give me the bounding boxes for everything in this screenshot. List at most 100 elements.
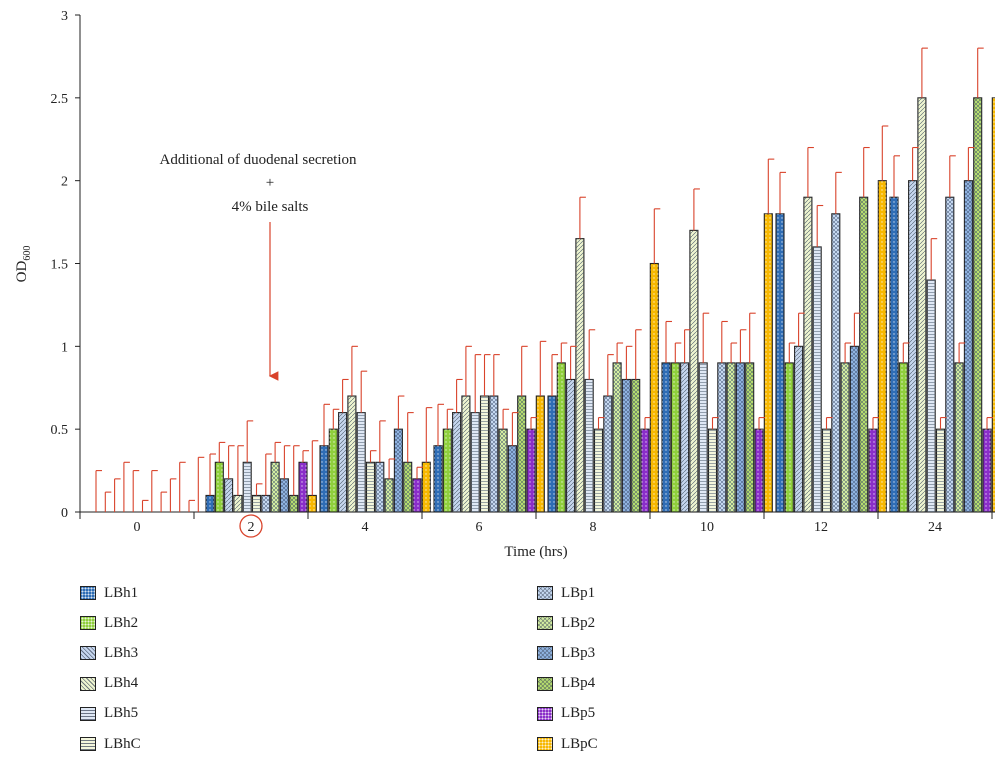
y-tick-label: 0.5: [51, 423, 69, 438]
legend-item-lbp4: LBp4: [537, 675, 595, 693]
bar-pattern-lbpc: [650, 263, 659, 512]
x-tick-label: 10: [700, 520, 714, 535]
legend-item-lbp1: LBp1: [537, 584, 595, 602]
legend-item-lbh3: LBh3: [80, 644, 138, 662]
bar-pattern-lbh3: [566, 379, 575, 512]
bar-pattern-lbp4: [859, 197, 868, 512]
bar-pattern-lbh3: [338, 412, 347, 512]
bar-pattern-lbh3: [452, 412, 461, 512]
bar-pattern-lbp1: [489, 396, 498, 512]
y-axis-title-main: OD: [14, 261, 30, 283]
bar-pattern-lbh3: [908, 180, 917, 512]
bar-pattern-lbp1: [375, 462, 384, 512]
bar-pattern-lbp1: [945, 197, 954, 512]
x-axis-title: Time (hrs): [504, 544, 567, 560]
x-tick-label: 4: [362, 520, 369, 535]
y-axis-title: OD600: [14, 246, 33, 283]
bar-pattern-lbh4: [461, 396, 470, 512]
legend-item-lbh1: LBh1: [80, 584, 138, 602]
bar-pattern-lbh3: [224, 478, 233, 512]
bar-pattern-lbh5: [243, 462, 252, 512]
bar-pattern-lbp2: [385, 478, 394, 512]
highlight-circle: [239, 514, 263, 538]
bar-pattern-lbh4: [347, 396, 356, 512]
bar-pattern-lbh5: [927, 280, 936, 512]
bar-pattern-lbh1: [434, 445, 442, 512]
legend-label: LBp1: [561, 584, 596, 601]
bar-pattern-lbh5: [471, 412, 480, 512]
bar-pattern-lbh1: [890, 197, 898, 512]
bar-pattern-lbp5: [869, 429, 877, 512]
bar-pattern-lbp3: [394, 429, 403, 512]
legend-label: LBp2: [561, 614, 596, 631]
bar-pattern-lbp1: [261, 495, 270, 512]
legend-label: LBh1: [104, 584, 139, 601]
error-bars: [95, 47, 993, 512]
bar-pattern-lbp3: [964, 180, 973, 512]
bar-pattern-lbp1: [831, 213, 840, 513]
x-tick-label: 24: [928, 520, 942, 535]
bar-pattern-lbpc: [878, 180, 887, 512]
legend-label: LBp4: [561, 675, 596, 692]
bar-pattern-lbh4: [233, 495, 242, 512]
annotation: Additional of duodenal secretion + 4% bi…: [159, 152, 357, 381]
bar-pattern-lbp2: [271, 462, 280, 512]
bar-pattern-lbp2: [841, 362, 850, 512]
bar-pattern-lbpc: [308, 495, 317, 512]
annotation-line-2: +: [266, 175, 274, 191]
bar-pattern-lbp3: [736, 362, 745, 512]
annotation-line-1: Additional of duodenal secretion: [159, 152, 357, 168]
bar-pattern-lbh1: [206, 495, 214, 512]
bar-pattern-lbpc: [422, 462, 431, 512]
legend-item-lbh2: LBh2: [80, 614, 138, 632]
legend-swatch: [80, 586, 96, 600]
bar-pattern-lbp1: [603, 396, 612, 512]
bar-pattern-lbh3: [680, 362, 689, 512]
bar-pattern-lbp5: [755, 429, 763, 512]
legend-swatch: [80, 676, 96, 691]
legend-label: LBp5: [561, 705, 596, 722]
bar-pattern-lbp2: [955, 362, 964, 512]
bar-pattern-lbp3: [850, 346, 859, 512]
bar-pattern-lbh5: [357, 412, 366, 512]
bar-pattern-lbhc: [822, 429, 831, 512]
bar-pattern-lbh4: [803, 197, 812, 512]
legend-swatch: [537, 586, 553, 600]
bar-pattern-lbh4: [917, 97, 926, 512]
bar-pattern-lbh2: [329, 429, 338, 512]
legend-swatch: [537, 737, 553, 751]
y-tick-label: 1.5: [51, 258, 69, 273]
y-ticks: 0 0.5 1 1.5 2 2.5 3: [51, 9, 80, 521]
bar-pattern-lbpc: [764, 213, 773, 513]
legend-swatch: [80, 737, 96, 751]
x-tick-label: 0: [134, 520, 141, 535]
bar-pattern-lbh1: [548, 396, 556, 512]
y-tick-label: 2.5: [51, 92, 69, 107]
bar-pattern-lbh1: [662, 362, 670, 512]
x-tick-label: 6: [476, 520, 483, 535]
bar-pattern-lbh2: [443, 429, 452, 512]
legend-item-lbh5: LBh5: [80, 705, 138, 723]
x-tick-label: 2: [248, 520, 255, 535]
legend-swatch: [537, 706, 553, 721]
legend-item-lbh4: LBh4: [80, 675, 138, 693]
legend-swatch: [537, 646, 553, 661]
bar-pattern-lbh1: [776, 213, 784, 513]
bar-pattern-lbhc: [480, 396, 489, 512]
bar-pattern-lbp4: [973, 97, 982, 512]
bar-pattern-lbp2: [613, 362, 622, 512]
bar-pattern-lbp2: [727, 362, 736, 512]
bars: [92, 97, 995, 513]
legend-label: LBpC: [561, 735, 598, 752]
bar-pattern-lbpc: [992, 97, 995, 512]
bar-pattern-lbp3: [508, 445, 517, 512]
bar-pattern-lbp5: [527, 429, 535, 512]
bar-pattern-lbhc: [708, 429, 717, 512]
y-axis-title-subscript: 600: [22, 246, 33, 261]
bar-pattern-lbp4: [745, 362, 754, 512]
bar-pattern-lbh5: [699, 362, 708, 512]
bar-pattern-lbp5: [413, 478, 421, 512]
legend-item-lbp3: LBp3: [537, 644, 595, 662]
bar-pattern-lbp3: [280, 478, 289, 512]
legend-item-lbpc: LBpC: [537, 735, 598, 753]
